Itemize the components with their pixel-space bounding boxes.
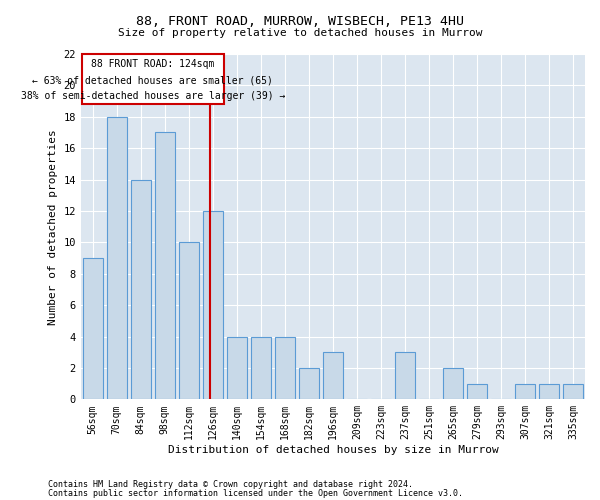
Text: ← 63% of detached houses are smaller (65): ← 63% of detached houses are smaller (65… bbox=[32, 76, 273, 86]
Text: Contains public sector information licensed under the Open Government Licence v3: Contains public sector information licen… bbox=[48, 488, 463, 498]
FancyBboxPatch shape bbox=[82, 54, 224, 104]
Bar bbox=[155, 132, 175, 400]
Bar bbox=[395, 352, 415, 400]
Text: Size of property relative to detached houses in Murrow: Size of property relative to detached ho… bbox=[118, 28, 482, 38]
Bar bbox=[539, 384, 559, 400]
Bar bbox=[251, 336, 271, 400]
Bar bbox=[299, 368, 319, 400]
X-axis label: Distribution of detached houses by size in Murrow: Distribution of detached houses by size … bbox=[167, 445, 498, 455]
Bar bbox=[323, 352, 343, 400]
Bar bbox=[275, 336, 295, 400]
Bar bbox=[443, 368, 463, 400]
Text: 38% of semi-detached houses are larger (39) →: 38% of semi-detached houses are larger (… bbox=[20, 90, 285, 101]
Text: 88 FRONT ROAD: 124sqm: 88 FRONT ROAD: 124sqm bbox=[91, 59, 214, 69]
Bar bbox=[83, 258, 103, 400]
Y-axis label: Number of detached properties: Number of detached properties bbox=[48, 129, 58, 324]
Bar bbox=[203, 211, 223, 400]
Bar bbox=[227, 336, 247, 400]
Bar bbox=[107, 117, 127, 400]
Text: 88, FRONT ROAD, MURROW, WISBECH, PE13 4HU: 88, FRONT ROAD, MURROW, WISBECH, PE13 4H… bbox=[136, 15, 464, 28]
Bar bbox=[467, 384, 487, 400]
Bar bbox=[131, 180, 151, 400]
Bar bbox=[179, 242, 199, 400]
Bar bbox=[515, 384, 535, 400]
Bar bbox=[563, 384, 583, 400]
Text: Contains HM Land Registry data © Crown copyright and database right 2024.: Contains HM Land Registry data © Crown c… bbox=[48, 480, 413, 489]
